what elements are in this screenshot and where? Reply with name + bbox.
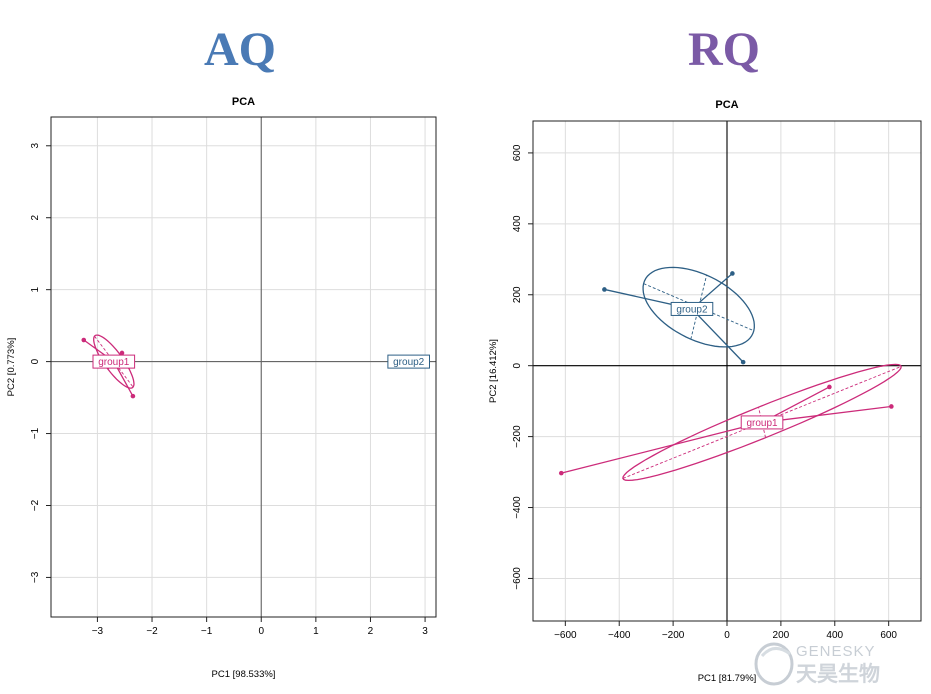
data-point [889,404,894,409]
data-point [130,393,136,399]
y-axis-label: PC2 [16.412%] [488,339,499,403]
star-segment [561,421,763,474]
y-tick-label: −400 [512,496,523,519]
x-tick-label: −1 [201,626,213,637]
data-point [119,350,125,356]
group-label-box [387,354,430,369]
y-tick-label: 0 [512,362,523,368]
chart-title: PCA [715,99,738,111]
genesky-logo: GENESKY 天昊生物 [754,642,880,686]
y-tick-label: −3 [30,571,41,583]
group-label: group2 [393,357,425,368]
rq-pca-chart: −600 −400 −200 0 200 400 600 −600 −400 −200 0 200 40… [488,99,922,684]
data-point [827,384,832,390]
x-tick-label: 0 [258,626,264,637]
y-tick-label: 0 [30,358,41,364]
logo-chinese-text: 天昊生物 [796,662,880,686]
y-tick-label: −200 [512,425,523,448]
plot-frame [50,116,437,618]
x-tick-label: −200 [662,630,685,641]
x-tick-label: 0 [724,630,730,641]
chart-title: PCA [232,96,255,108]
y-tick-label: 1 [30,286,41,292]
y-tick-label: 600 [512,144,523,161]
x-tick-label: 2 [368,626,374,637]
data-point [740,359,746,365]
y-tick-label: 3 [30,143,41,149]
x-tick-label: 200 [773,630,790,641]
y-tick-label: −600 [512,567,523,590]
data-point [602,287,607,292]
x-tick-label: −400 [608,630,631,641]
y-tick-label: 400 [512,215,523,232]
data-point [730,271,735,276]
rq-header: RQ [688,23,760,76]
y-tick-label: 200 [512,286,523,303]
x-axis-label: PC1 [81.79%] [698,673,757,684]
ellipse-axis [690,275,708,340]
x-tick-label: 3 [422,626,428,637]
y-axis-label: PC2 [0.773%] [6,338,17,397]
x-tick-label: −2 [146,626,158,637]
group-label-box [92,354,136,369]
group-label: group2 [676,305,708,316]
confidence-ellipse [642,266,755,348]
y-tick-label: 2 [30,215,41,221]
data-point [558,470,564,476]
data-point [81,337,87,343]
star-segment [691,308,744,363]
x-tick-label: −3 [92,626,104,637]
star-segment [761,405,892,424]
aq-pca-chart: −3 −2 −1 0 1 2 3 −3 −2 −1 0 1 2 3 PCA PC1 [98.533%] PC2 … [6,96,437,680]
group-label-box [670,301,714,316]
aq-header: AQ [204,23,276,76]
y-tick-label: −2 [30,499,41,511]
x-tick-label: 1 [313,626,319,637]
y-tick-label: −1 [30,427,41,439]
group-label: group1 [98,357,130,368]
group-label: group1 [746,418,778,429]
x-axis-label: PC1 [98.533%] [212,669,276,680]
x-tick-label: 600 [880,630,897,641]
logo-latin-text: GENESKY [796,643,876,660]
group-label-box [740,415,784,430]
x-tick-label: −600 [554,630,577,641]
x-tick-label: 400 [826,630,843,641]
